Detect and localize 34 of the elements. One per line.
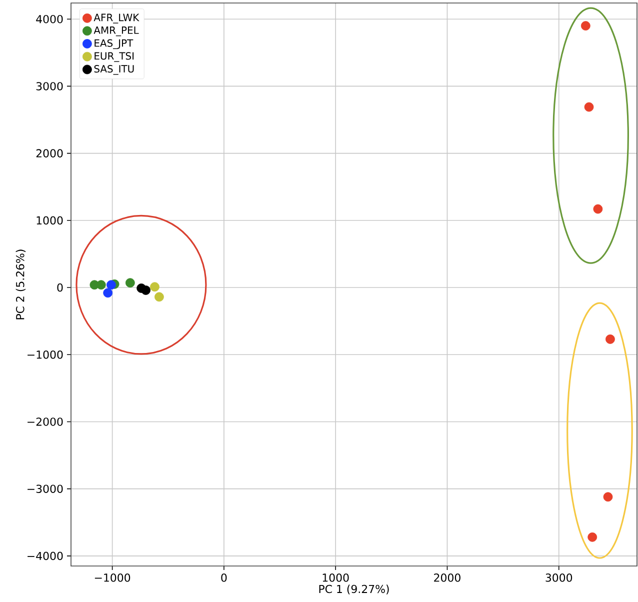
- legend-label: EUR_TSI: [94, 52, 134, 62]
- point: [103, 288, 113, 298]
- legend-label: AFR_LWK: [94, 14, 140, 24]
- legend-label: EAS_JPT: [94, 39, 134, 50]
- x-tick-label: 2000: [434, 574, 460, 582]
- y-axis-title: PC 2 (5.26%): [16, 250, 26, 320]
- y-tick-label: 3000: [36, 82, 63, 90]
- x-tick-label: 1000: [322, 574, 349, 582]
- point: [588, 532, 598, 542]
- y-tick-label: −3000: [28, 484, 63, 493]
- point: [150, 282, 160, 292]
- point: [96, 280, 106, 290]
- x-tick-label: 0: [221, 574, 227, 582]
- x-tick-label: 3000: [546, 574, 572, 582]
- x-axis-title: PC 1 (9.27%): [319, 584, 389, 594]
- point: [154, 292, 164, 302]
- x-tick-label: −1000: [94, 574, 130, 582]
- point: [125, 278, 135, 288]
- point: [580, 21, 590, 31]
- y-tick-label: 0: [57, 283, 63, 292]
- y-tick-label: −1000: [28, 350, 63, 359]
- point: [141, 286, 150, 295]
- point: [584, 102, 594, 112]
- y-tick-label: 2000: [36, 149, 63, 158]
- point: [106, 280, 116, 290]
- y-tick-label: 4000: [36, 14, 63, 24]
- point: [593, 204, 603, 214]
- point: [603, 492, 613, 502]
- legend-label: AMR_PEL: [94, 26, 139, 36]
- y-tick-label: 1000: [36, 216, 63, 225]
- y-tick-label: −2000: [28, 418, 63, 426]
- legend-label: SAS_ITU: [94, 65, 134, 75]
- point: [606, 334, 615, 344]
- y-tick-label: −4000: [28, 552, 63, 560]
